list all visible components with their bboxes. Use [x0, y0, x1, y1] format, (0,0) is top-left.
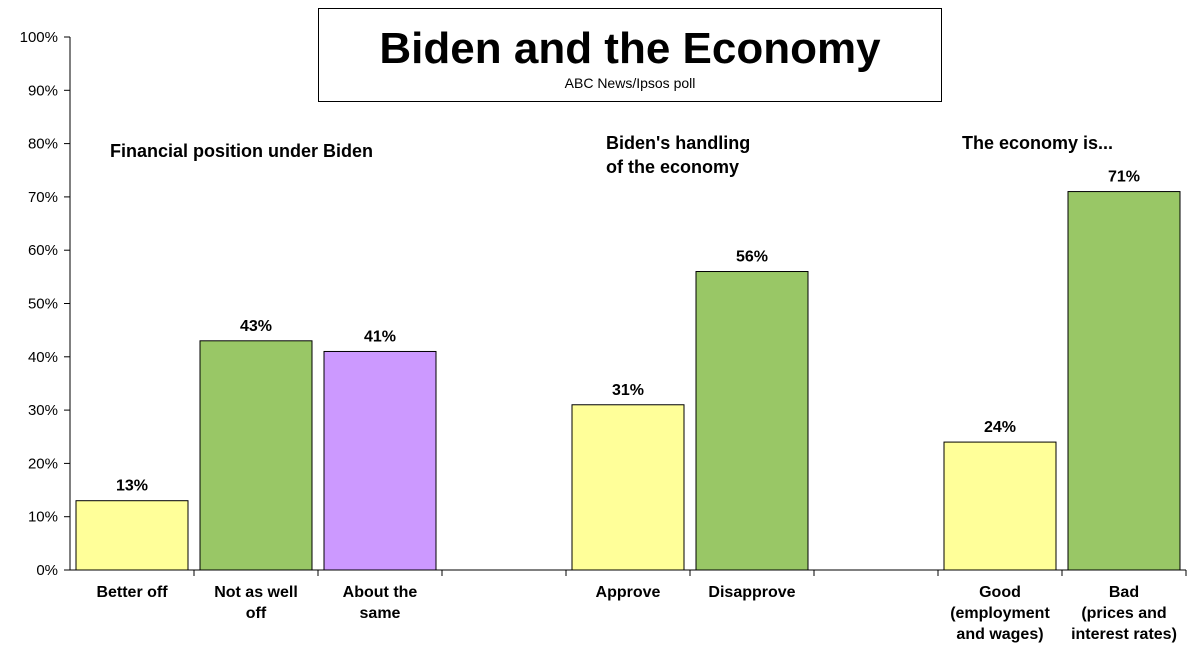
- y-tick-label: 50%: [28, 296, 58, 313]
- group-label: The economy is...: [962, 133, 1113, 153]
- chart-title: Biden and the Economy: [379, 24, 881, 73]
- y-tick-label: 90%: [28, 82, 58, 99]
- x-tick-label: Disapprove: [708, 584, 795, 601]
- x-tick-label: Bad: [1109, 584, 1139, 601]
- bar: [943, 441, 1057, 571]
- y-tick-label: 0%: [36, 562, 58, 579]
- x-tick-label: off: [246, 605, 267, 622]
- y-tick-label: 30%: [28, 402, 58, 419]
- x-tick-label: (employment: [950, 605, 1050, 622]
- x-tick-label: Approve: [596, 584, 661, 601]
- bar: [323, 350, 437, 571]
- bar: [1067, 191, 1181, 571]
- x-tick-label: Good: [979, 584, 1021, 601]
- x-tick-label: (prices and: [1081, 605, 1166, 622]
- group-label: Biden's handling: [606, 133, 750, 153]
- data-label: 13%: [116, 478, 148, 495]
- y-tick-label: 10%: [28, 509, 58, 526]
- x-tick-label: Better off: [96, 584, 168, 601]
- y-tick-label: 70%: [28, 189, 58, 206]
- y-tick-label: 20%: [28, 455, 58, 472]
- x-tick-label: About the: [343, 584, 418, 601]
- data-label: 41%: [364, 328, 396, 345]
- y-tick-label: 60%: [28, 242, 58, 259]
- data-label: 43%: [240, 318, 272, 335]
- y-tick-label: 80%: [28, 136, 58, 153]
- data-label: 24%: [984, 419, 1016, 436]
- data-label: 31%: [612, 382, 644, 399]
- bar: [75, 500, 189, 571]
- x-tick-label: and wages): [956, 626, 1043, 643]
- group-label: of the economy: [606, 157, 739, 177]
- bar: [571, 404, 685, 571]
- x-tick-label: Not as well: [214, 584, 298, 601]
- y-tick-label: 100%: [20, 29, 58, 46]
- chart-subtitle: ABC News/Ipsos poll: [564, 75, 696, 91]
- bar: [199, 340, 313, 571]
- bar: [695, 271, 809, 571]
- data-label: 56%: [736, 249, 768, 266]
- data-label: 71%: [1108, 169, 1140, 186]
- x-tick-label: same: [360, 605, 401, 622]
- x-tick-label: interest rates): [1071, 626, 1177, 643]
- title-box: Biden and the Economy ABC News/Ipsos pol…: [318, 8, 942, 102]
- y-tick-label: 40%: [28, 349, 58, 366]
- group-label: Financial position under Biden: [110, 141, 373, 161]
